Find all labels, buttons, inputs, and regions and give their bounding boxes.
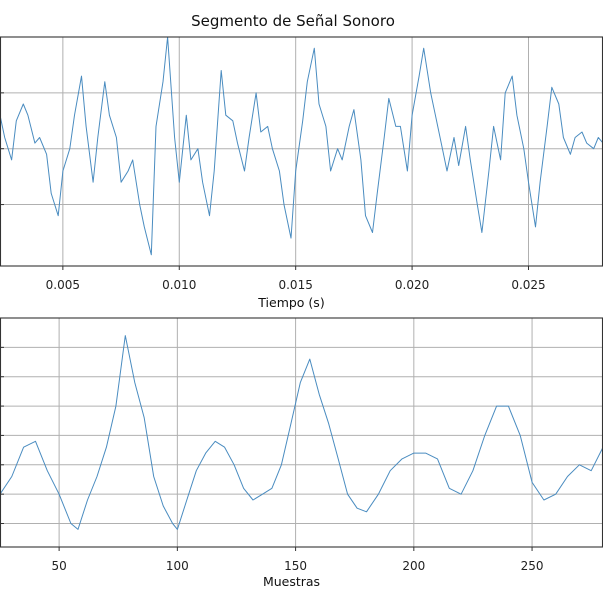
time-series-group [0, 36, 603, 256]
signal-time-panel: 0.005 0.010 0.015 0.020 0.025 Tiempo (s) [0, 36, 603, 310]
samples-x-ticks: 50 100 150 200 250 [0, 346, 544, 573]
time-axes-frame [0, 36, 603, 267]
time-x-ticks: 0.005 0.010 0.015 0.020 0.025 [0, 92, 546, 292]
samples-x-tick-label-1: 100 [166, 559, 189, 573]
time-x-tick-label-1: 0.010 [162, 278, 196, 292]
samples-x-tick-label-4: 250 [521, 559, 544, 573]
samples-x-tick-label-3: 200 [402, 559, 425, 573]
time-x-tick-label-3: 0.020 [395, 278, 429, 292]
time-series-line-0 [0, 36, 603, 256]
samples-series-group [0, 335, 603, 530]
time-grid [0, 37, 603, 266]
figure-title: Segmento de Señal Sonoro [191, 12, 395, 30]
signal-samples-panel: 50 100 150 200 250 Muestras [0, 317, 603, 589]
samples-grid [0, 318, 603, 547]
time-x-tick-label-2: 0.015 [278, 278, 312, 292]
time-x-tick-label-0: 0.005 [46, 278, 80, 292]
samples-axes-frame [0, 317, 603, 548]
samples-x-tick-label-0: 50 [51, 559, 66, 573]
time-x-axis-label: Tiempo (s) [257, 295, 324, 310]
time-x-tick-label-4: 0.025 [511, 278, 545, 292]
samples-x-tick-label-2: 150 [284, 559, 307, 573]
samples-x-axis-label: Muestras [263, 574, 320, 589]
samples-series-line-0 [0, 335, 603, 530]
